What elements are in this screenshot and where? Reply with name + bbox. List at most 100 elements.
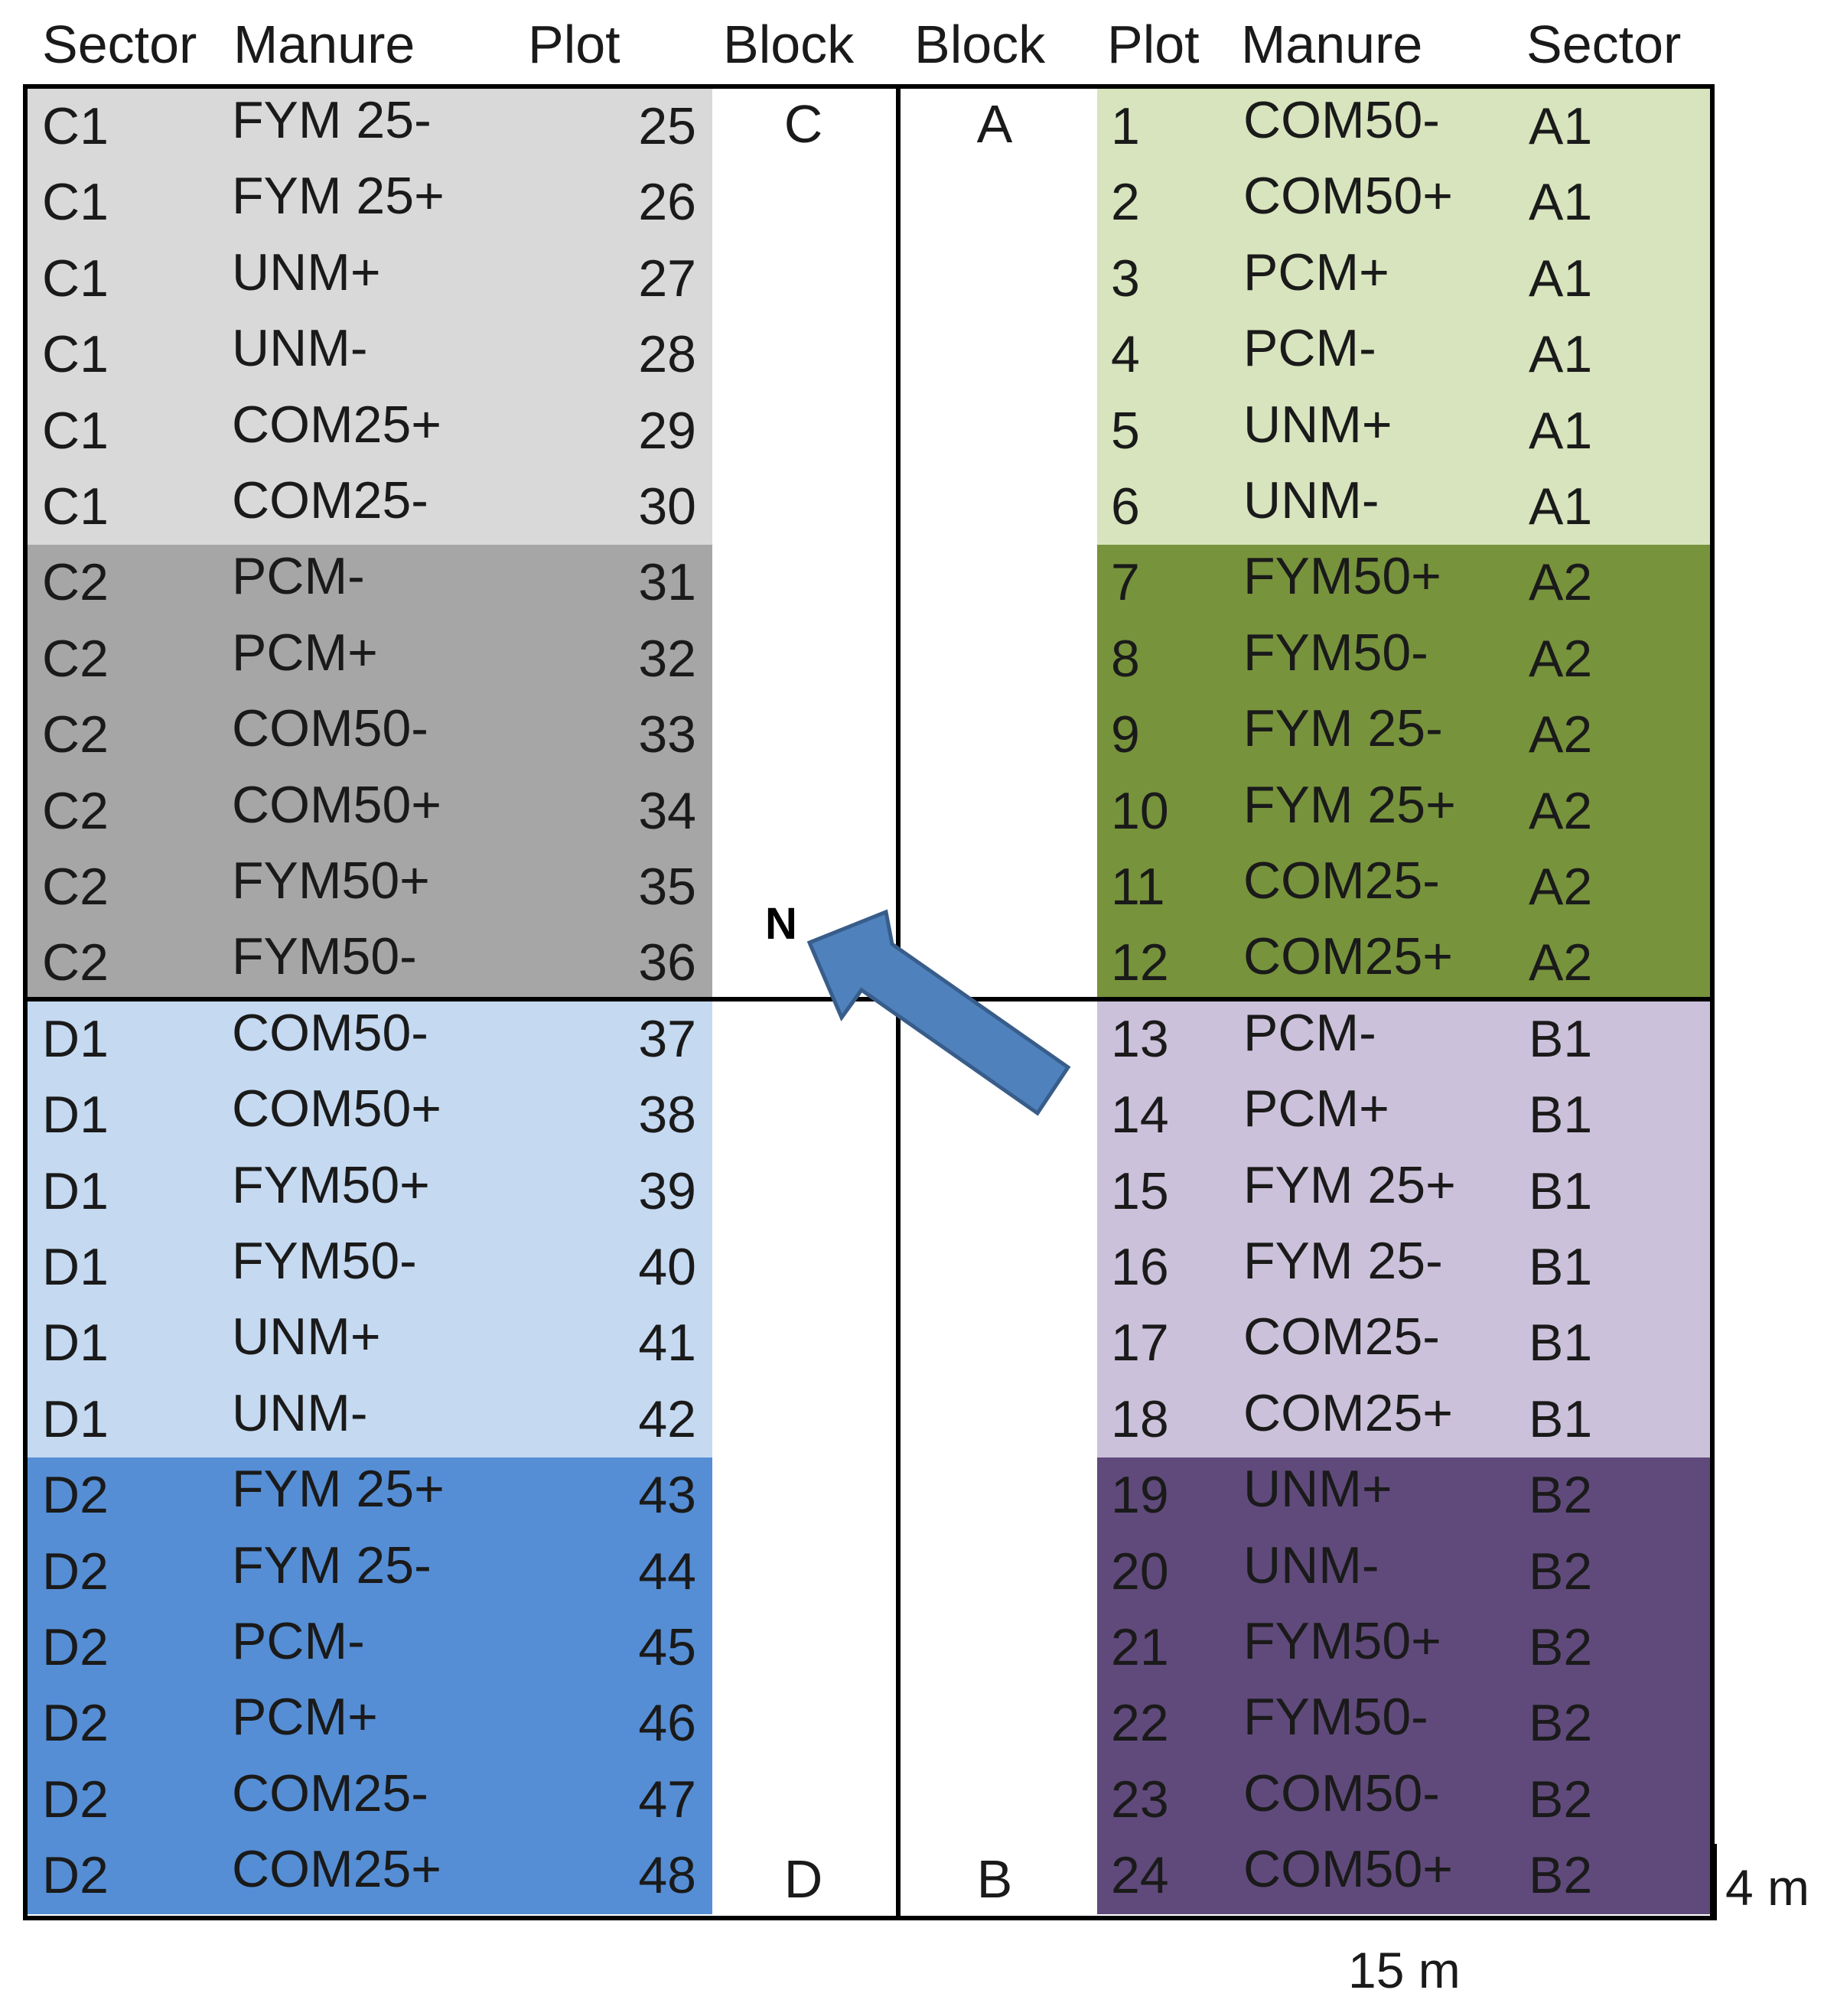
sector-cell: A2 [1529,933,1593,992]
manure-cell: COM50+ [232,775,441,834]
header-manure-left: Manure [233,15,415,74]
table-row: 1 COM50- A1 [0,89,1714,164]
sector-band-d1 [28,1001,712,1458]
manure-cell: COM25+ [1243,1383,1453,1442]
sector-cell: B1 [1529,1238,1593,1296]
plot-number-cell: 10 [1111,781,1169,840]
plot-number-cell: 43 [638,1466,696,1525]
table-row: C2 PCM+ 32 [0,621,719,697]
manure-cell: FYM 25- [1243,699,1443,758]
plot-number-cell: 8 [1111,629,1140,688]
table-row: 24 COM50+ B2 [0,1838,1714,1913]
sector-cell: A1 [1529,401,1593,460]
table-row: D2 PCM+ 46 [0,1685,719,1761]
plot-number-cell: 2 [1111,173,1140,232]
plot-number-cell: 35 [638,858,696,916]
sector-cell: D1 [42,1314,109,1373]
header-block-left: Block [723,15,855,74]
manure-cell: FYM50+ [1243,1612,1441,1670]
plot-number-cell: 27 [638,249,696,308]
sector-cell: D2 [42,1466,109,1525]
manure-cell: COM50- [1243,1764,1440,1822]
block-label-b: B [976,1849,1013,1909]
header-plot-left: Plot [528,15,620,74]
table-row: 9 FYM 25- A2 [0,697,1714,773]
plot-number-cell: 23 [1111,1770,1169,1829]
plot-number-cell: 9 [1111,705,1140,764]
manure-cell: UNM+ [232,1308,381,1366]
manure-cell: PCM- [232,547,365,606]
manure-cell: COM25- [1243,852,1440,910]
manure-cell: COM25- [232,471,428,529]
table-row: D1 COM50+ 38 [0,1077,719,1153]
sector-band-c2 [28,545,712,1001]
plot-number-cell: 29 [638,401,696,460]
plot-number-cell: 48 [638,1846,696,1905]
sector-cell: B1 [1529,1314,1593,1373]
table-row: 16 FYM 25- B1 [0,1229,1714,1305]
plot-number-cell: 36 [638,933,696,992]
plot-number-cell: 39 [638,1161,696,1220]
sector-cell: C1 [42,401,109,460]
manure-cell: FYM50- [1243,623,1428,682]
sector-cell: B1 [1529,1161,1593,1220]
manure-cell: COM25- [1243,1308,1440,1366]
manure-cell: FYM 25- [1243,1232,1443,1290]
manure-cell: PCM- [232,1612,365,1670]
manure-cell: COM25+ [232,1840,441,1899]
plot-number-cell: 22 [1111,1694,1169,1753]
sector-cell: C2 [42,933,109,992]
table-row: C2 FYM50+ 35 [0,849,719,925]
dimension-plot-height: 4 m [1725,1859,1810,1916]
table-row: 4 PCM- A1 [0,317,1714,392]
sector-band-b1 [1097,1001,1710,1458]
table-row: 2 COM50+ A1 [0,164,1714,240]
manure-cell: FYM50+ [1243,547,1441,606]
plot-number-cell: 47 [638,1770,696,1829]
sector-cell: D1 [42,1086,109,1145]
manure-cell: UNM+ [1243,1460,1392,1519]
manure-cell: FYM50+ [232,1155,430,1214]
sector-band-a2 [1097,545,1710,1001]
manure-cell: COM50- [232,1003,428,1062]
plot-number-cell: 13 [1111,1009,1169,1068]
header-manure-right: Manure [1241,15,1423,74]
plot-number-cell: 18 [1111,1389,1169,1448]
table-row: D2 PCM- 45 [0,1610,719,1685]
plot-number-cell: 19 [1111,1466,1169,1525]
table-row: D1 UNM+ 41 [0,1305,719,1381]
plot-number-cell: 28 [638,325,696,384]
sector-cell: B2 [1529,1770,1593,1829]
sector-cell: C1 [42,173,109,232]
plot-number-cell: 24 [1111,1846,1169,1905]
manure-cell: COM25+ [1243,927,1453,986]
table-row: 10 FYM 25+ A2 [0,774,1714,849]
manure-cell: FYM 25- [232,91,432,149]
table-row: 21 FYM50+ B2 [0,1610,1714,1685]
sector-cell: A2 [1529,629,1593,688]
sector-cell: B2 [1529,1542,1593,1601]
table-row: C1 COM25- 30 [0,469,719,545]
sector-cell: A1 [1529,249,1593,308]
table-row: 6 UNM- A1 [0,469,1714,545]
block-label-a: A [976,94,1013,154]
sector-band-b2 [1097,1457,1710,1914]
header-sector-right: Sector [1526,15,1682,74]
sector-cell: C2 [42,705,109,764]
plot-number-cell: 45 [638,1618,696,1676]
table-row: 14 PCM+ B1 [0,1077,1714,1153]
sector-cell: A2 [1529,858,1593,916]
table-row: C2 COM50- 33 [0,697,719,773]
sector-cell: C1 [42,325,109,384]
table-row: C2 COM50+ 34 [0,774,719,849]
manure-cell: COM50+ [1243,167,1453,226]
plot-number-cell: 7 [1111,553,1140,612]
plot-number-cell: 32 [638,629,696,688]
manure-cell: FYM 25- [232,1536,432,1594]
table-row: C1 COM25+ 29 [0,393,719,469]
table-row: C2 FYM50- 36 [0,925,719,1001]
sector-cell: D2 [42,1694,109,1753]
sector-cell: D2 [42,1846,109,1905]
sector-cell: C2 [42,781,109,840]
table-row: C1 UNM+ 27 [0,241,719,317]
